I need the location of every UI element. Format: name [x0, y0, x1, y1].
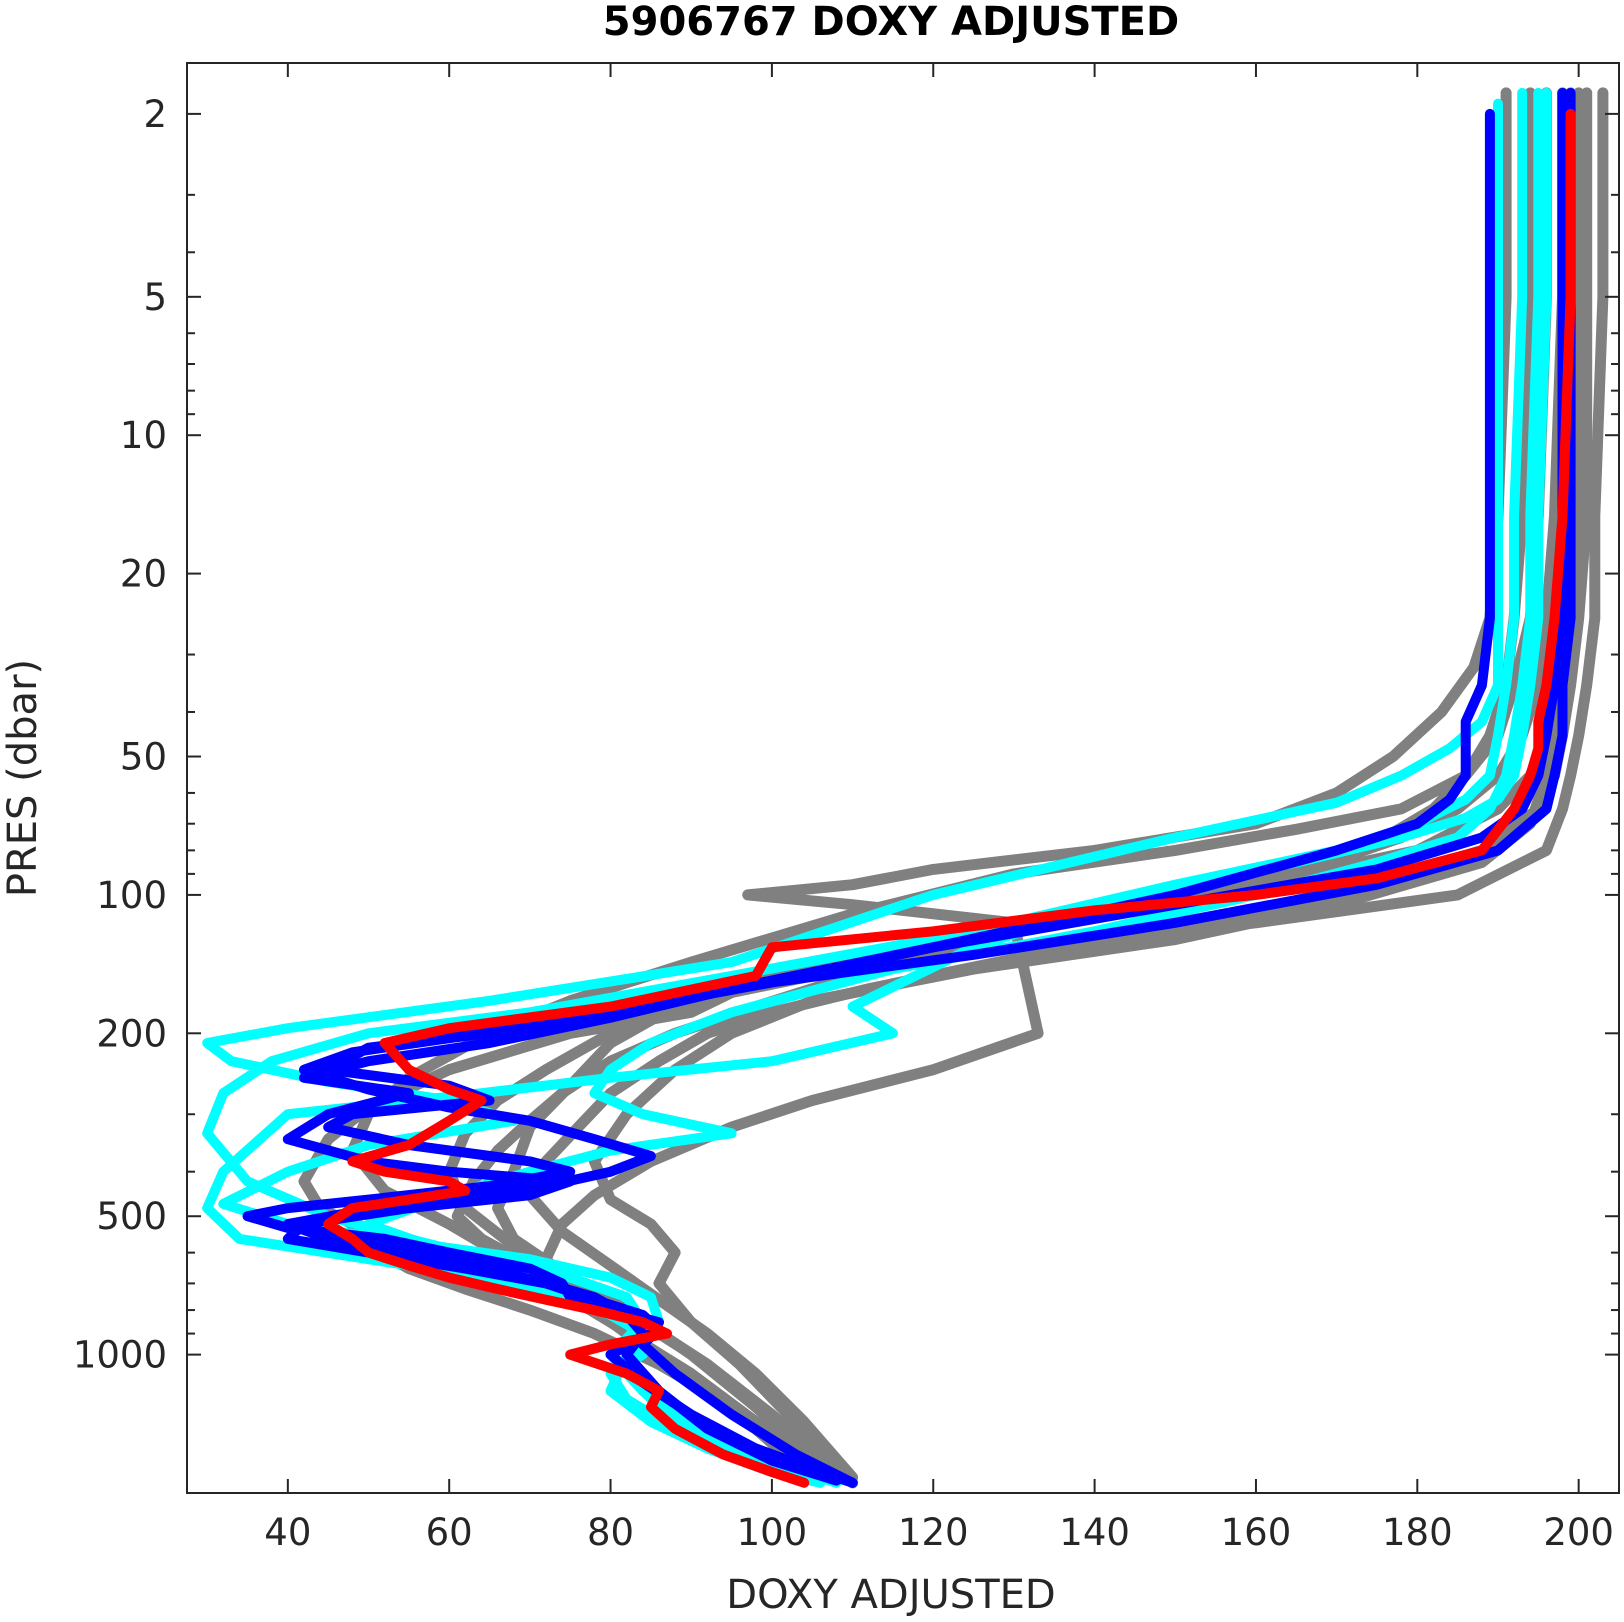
tick-layer: 40 60 80 100 120 140 160 180 200 2 5 10 20 50 100 200 50…: [73, 63, 1619, 1554]
y-tick-label: 2: [143, 93, 167, 136]
series-line-cyan-9: [202, 98, 1503, 1488]
y-tick-label: 1000: [73, 1334, 167, 1377]
series-line-gray-7: [492, 87, 1577, 1472]
series-line-gray-3: [524, 87, 1593, 1483]
y-tick-label: 100: [96, 874, 167, 917]
series-line-cyan-10: [202, 87, 1528, 1488]
x-tick-label: 80: [587, 1511, 634, 1554]
x-tick-label: 40: [264, 1511, 311, 1554]
y-axis-label: PRES (dbar): [0, 659, 46, 897]
series-line-blue-15: [282, 87, 1576, 1488]
y-tick-label: 10: [120, 414, 167, 457]
plot-frame: [186, 62, 1620, 1494]
x-tick-label: 160: [1221, 1511, 1292, 1554]
y-tick-label: 200: [96, 1012, 167, 1055]
x-tick-label: 180: [1382, 1511, 1453, 1554]
series-line-gray-8: [588, 87, 1585, 1478]
x-tick-label: 120: [898, 1511, 969, 1554]
series-layer: [202, 87, 1609, 1489]
x-tick-label: 200: [1543, 1511, 1614, 1554]
series-line-gray-6: [443, 87, 1609, 1478]
x-tick-label: 100: [737, 1511, 808, 1554]
series-line-red-16: [323, 108, 1576, 1488]
x-tick-label: 140: [1059, 1511, 1130, 1554]
y-tick-label: 20: [120, 553, 167, 596]
series-line-gray-1: [298, 87, 1536, 1489]
x-axis-label: DOXY ADJUSTED: [726, 1572, 1055, 1618]
y-tick-label: 5: [143, 276, 167, 319]
x-tick-label: 60: [426, 1511, 473, 1554]
series-line-gray-4: [540, 87, 1512, 1478]
chart-title: 5906767 DOXY ADJUSTED: [603, 0, 1179, 45]
y-tick-label: 500: [96, 1195, 167, 1238]
y-tick-label: 50: [120, 736, 167, 779]
